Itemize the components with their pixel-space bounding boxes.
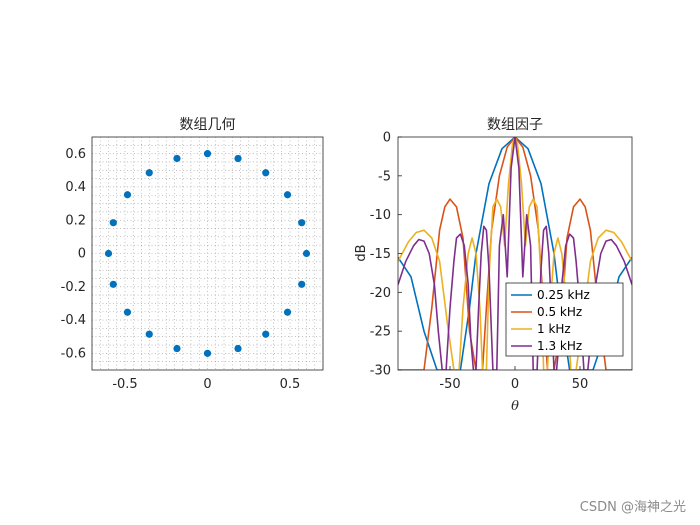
geometry-point [109, 280, 117, 288]
geometry-point [234, 344, 242, 353]
geometry-point [203, 349, 212, 357]
geometry-ytick: -0.6 [61, 347, 86, 362]
legend-label-0-25khz: 0.25 kHz [537, 288, 590, 302]
geometry-point [145, 330, 153, 338]
array-factor-xlabel: θ [511, 399, 519, 414]
array-factor-xtick: 0 [511, 377, 519, 392]
geometry-point [173, 344, 181, 353]
geometry-title: 数组几何 [180, 117, 236, 133]
array-factor-ytick: -30 [370, 364, 391, 379]
geometry-ytick: 0 [78, 247, 86, 262]
array-factor-ytick: -25 [370, 325, 391, 340]
geometry-point [145, 169, 153, 177]
geometry-xticks: -0.5 0 0.5 [112, 377, 300, 392]
array-factor-ytick: 0 [383, 131, 391, 146]
geometry-point [262, 169, 270, 177]
array-factor-xtick: -50 [439, 377, 460, 392]
array-factor-xtick: 50 [572, 377, 589, 392]
array-factor-ytick: -15 [370, 247, 391, 262]
geometry-point [234, 154, 242, 163]
geometry-point [173, 154, 181, 163]
geometry-plot: 数组几何 0.6 0.4 0.2 0 -0.2 -0.4 -0.6 -0.5 0… [61, 117, 324, 392]
series-line-0-5khz [398, 137, 632, 370]
geometry-ytick: 0.4 [65, 180, 86, 195]
geometry-ytick: -0.2 [61, 280, 86, 295]
geometry-axes-box [91, 136, 324, 371]
geometry-point [302, 249, 311, 258]
geometry-points [104, 150, 311, 357]
geometry-point [109, 219, 117, 227]
legend-label-1-3khz: 1.3 kHz [537, 339, 582, 353]
geometry-point [104, 249, 113, 258]
geometry-ytick: 0.2 [65, 213, 86, 228]
geometry-point [298, 280, 306, 288]
array-factor-ytick: -20 [370, 286, 391, 301]
array-factor-ylabel: dB [354, 244, 369, 261]
geometry-xtick: -0.5 [112, 377, 137, 392]
geometry-ytick: 0.6 [65, 147, 86, 162]
geometry-point [203, 150, 212, 158]
geometry-point [262, 330, 270, 338]
array-factor-yticks: 0 -5 -10 -15 -20 -25 -30 [370, 131, 391, 379]
geometry-yticks: 0.6 0.4 0.2 0 -0.2 -0.4 -0.6 [61, 147, 86, 362]
array-factor-title: 数组因子 [487, 117, 543, 133]
geometry-xtick: 0.5 [280, 377, 301, 392]
geometry-point [283, 308, 292, 316]
legend-label-1khz: 1 kHz [537, 322, 571, 336]
array-factor-xticks: -50 0 50 [439, 377, 588, 392]
geometry-point [123, 191, 132, 199]
geometry-point [123, 308, 132, 316]
geometry-ytick: -0.4 [61, 313, 86, 328]
array-factor-plot: 数组因子 0 -5 -10 -15 -20 -25 -30 -50 0 50 θ… [354, 117, 633, 414]
watermark: CSDN @海神之光 [579, 500, 686, 515]
geometry-point [298, 219, 306, 227]
geometry-point [283, 191, 292, 199]
array-factor-ytick: -10 [370, 208, 391, 223]
array-factor-tickmarks [398, 136, 581, 371]
geometry-xtick: 0 [203, 377, 211, 392]
array-factor-ytick: -5 [378, 169, 391, 184]
legend-label-0-5khz: 0.5 kHz [537, 305, 582, 319]
legend: 0.25 kHz 0.5 kHz 1 kHz 1.3 kHz [505, 282, 624, 357]
